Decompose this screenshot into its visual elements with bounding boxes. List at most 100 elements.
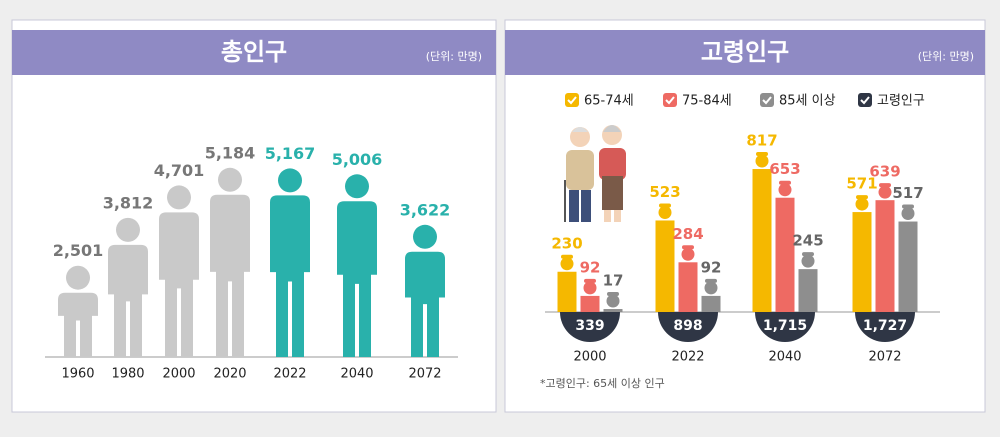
bar [752,169,772,312]
legend-check [860,96,870,105]
value-label: 92 [701,258,722,276]
legend-label: 75-84세 [682,94,732,109]
bar [678,262,698,312]
bar-head [582,280,598,296]
unit-label: (단위: 만명) [426,50,482,63]
value-label: 639 [869,163,900,181]
person-body [210,194,250,357]
bar-head [877,184,893,200]
bar [557,271,577,312]
legend-check [665,96,675,105]
bar-hat [902,204,914,209]
total-badge [658,312,718,342]
value-label: 5,167 [265,144,316,163]
person-body [108,244,148,357]
total-badge [855,312,915,342]
bar-hat [779,180,791,185]
x-tick-label: 1980 [111,367,144,382]
legend-label: 65-74세 [584,94,634,109]
person-bar [405,224,445,357]
x-tick-label: 2022 [671,350,704,365]
person-bar [58,265,98,357]
x-tick-label: 2040 [768,350,801,365]
total-label: 1,715 [763,318,807,334]
value-label: 5,184 [205,143,256,162]
person-bar [270,168,310,357]
person-body [337,201,377,357]
total-badge [560,312,620,342]
bar [701,295,721,312]
bar [898,221,918,312]
bar-head [680,246,696,262]
value-label: 230 [551,234,582,252]
legend-swatch [858,93,872,107]
bar-head [754,153,770,169]
person-head [116,217,140,242]
person-head [278,168,302,193]
value-label: 4,701 [154,161,205,180]
bar-hat [879,183,891,188]
elderly-illustration [564,125,626,222]
panel-header [12,30,496,75]
chart-title: 총인구 [221,38,287,66]
bar-head [854,196,870,212]
legend-swatch [565,93,579,107]
bar-hat [802,252,814,257]
x-tick-label: 2072 [408,367,441,382]
total-badge [755,312,815,342]
person-head [66,265,90,290]
x-tick-label: 2000 [573,350,606,365]
value-label: 653 [769,160,800,178]
bar [798,269,818,312]
legend-swatch [760,93,774,107]
person-bar [337,174,377,357]
value-label: 571 [846,175,877,193]
bar-hat [561,254,573,259]
legend-check [762,96,772,105]
person-head [413,224,437,249]
bar-hat [659,203,671,208]
legend-label: 고령인구 [877,94,925,109]
bar-head [777,182,793,198]
panel-header [505,30,985,75]
x-tick-label: 2020 [213,367,246,382]
value-label: 2,501 [53,241,104,260]
bar [655,220,675,312]
bar-head [605,293,621,309]
value-label: 245 [792,232,823,250]
x-tick-label: 2040 [340,367,373,382]
person-head [218,167,242,192]
person-head [167,185,191,210]
note: *고령인구: 65세 이상 인구 [540,377,665,390]
value-label: 817 [746,132,777,150]
x-tick-label: 2022 [273,367,306,382]
x-tick-label: 2072 [868,350,901,365]
value-label: 284 [672,225,703,243]
bar-hat [607,292,619,297]
person-body [58,292,98,357]
person-head [345,174,369,199]
legend-label: 85세 이상 [779,94,836,109]
unit-label: (단위: 만명) [918,50,974,63]
person-body [159,212,199,357]
person-bar [108,217,148,357]
value-label: 3,622 [400,200,451,219]
total-label: 1,727 [863,318,907,334]
value-label: 517 [892,184,923,202]
bar-hat [682,245,694,250]
legend-swatch [663,93,677,107]
value-label: 17 [603,272,624,290]
x-tick-label: 1960 [61,367,94,382]
bar-head [900,206,916,222]
value-label: 3,812 [103,193,154,212]
bar [875,200,895,312]
bar-head [703,280,719,296]
total-label: 898 [673,318,702,334]
x-tick-label: 2000 [162,367,195,382]
bar-head [657,204,673,220]
value-label: 523 [649,183,680,201]
bar [775,197,795,312]
value-label: 5,006 [332,150,383,169]
